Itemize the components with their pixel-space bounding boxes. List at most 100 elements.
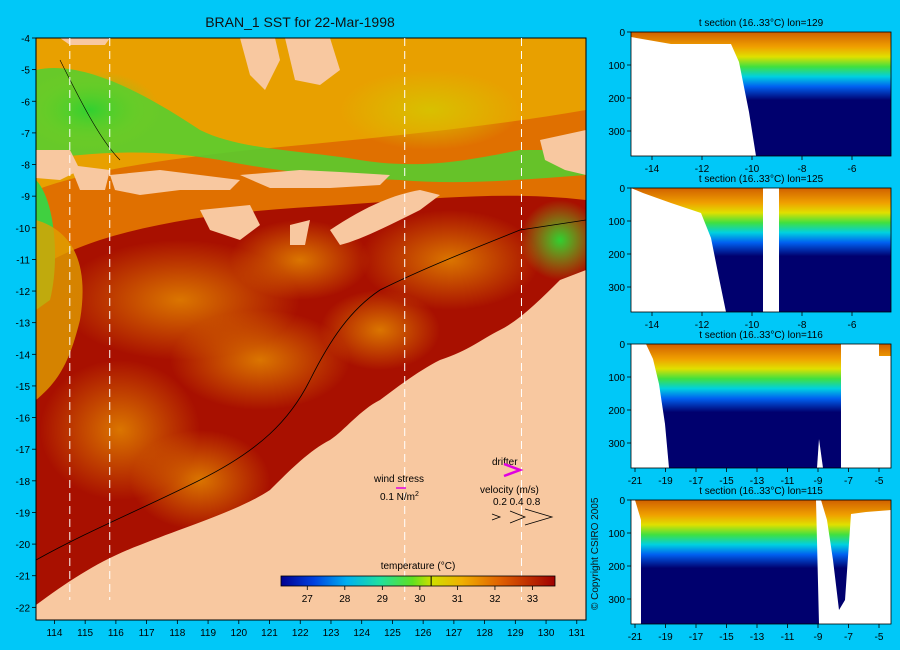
map-x-tick-label: 119	[200, 628, 216, 639]
map-x-axis: 114 115 116 117 118 119 120 121 122 123 124 125 126 1…	[46, 620, 586, 639]
section-y-tick-label: 300	[608, 439, 625, 450]
colorbar-tick-label: 32	[489, 594, 501, 605]
section-x-tick-label: -6	[848, 320, 857, 331]
map-x-tick-label: 116	[108, 628, 124, 639]
map-y-tick-label: -4	[21, 34, 30, 45]
section-y-tick-label: 100	[608, 529, 625, 540]
section-y-tick-label: 200	[608, 406, 625, 417]
section-y-tick-label: 100	[608, 373, 625, 384]
map-y-tick-label: -15	[16, 382, 31, 393]
section-x-tick-label: -7	[844, 476, 853, 487]
section-title: t section (16..33°C) lon=115	[699, 486, 823, 497]
colorbar-tick-label: 31	[452, 594, 464, 605]
map-y-tick-label: -8	[21, 161, 30, 172]
section-x-tick-label: -13	[750, 632, 765, 643]
section-x-tick-label: -10	[745, 320, 760, 331]
drifter-legend: drifter velocity (m/s) 0.2 0.4 0.8	[480, 457, 554, 526]
map-x-tick-label: 120	[230, 628, 247, 639]
map-x-tick-label: 126	[415, 628, 432, 639]
temperature-colorbar: temperature (°C) 27 28 29 30 31 32 33	[280, 561, 556, 605]
section-x-tick-label: -10	[745, 164, 760, 175]
map-y-tick-label: -14	[16, 350, 31, 361]
section-y-tick-label: 300	[608, 127, 625, 138]
section-y-tick-label: 100	[608, 61, 625, 72]
section-x-tick-label: -12	[695, 320, 710, 331]
map-y-tick-label: -16	[16, 414, 31, 425]
map-y-tick-label: -5	[21, 66, 30, 77]
map-y-tick-label: -6	[21, 97, 30, 108]
map-y-tick-label: -7	[21, 129, 30, 140]
svg-text:wind stress: wind stress	[373, 474, 424, 485]
map-y-tick-label: -11	[16, 255, 30, 266]
section-y-tick-label: 0	[619, 184, 625, 195]
map-y-tick-label: -17	[16, 445, 31, 456]
section-x-tick-label: -8	[798, 164, 807, 175]
colorbar-tick-label: 30	[414, 594, 426, 605]
section-x-tick-label: -6	[848, 164, 857, 175]
section-x-tick-label: -15	[719, 632, 734, 643]
section-panel-lon129	[630, 31, 892, 157]
section-x-tick-label: -11	[781, 476, 795, 487]
section-x-tick-label: -17	[689, 632, 704, 643]
copyright: © Copyright CSIRO 2005	[590, 497, 601, 610]
map-x-tick-label: 127	[446, 628, 463, 639]
section-x-tick-label: -21	[628, 632, 643, 643]
australia-land	[36, 270, 586, 620]
section-title: t section (16..33°C) lon=116	[699, 330, 823, 341]
map-x-tick-label: 130	[538, 628, 555, 639]
map-x-tick-label: 121	[261, 628, 278, 639]
section-x-tick-label: -5	[875, 632, 884, 643]
section-y-tick-label: 100	[608, 217, 625, 228]
map-x-tick-label: 122	[292, 628, 309, 639]
svg-text:0.2 0.4 0.8: 0.2 0.4 0.8	[493, 497, 541, 508]
map-y-tick-label: -20	[16, 540, 31, 551]
section-y-tick-label: 200	[608, 562, 625, 573]
section-panel-lon125	[630, 187, 892, 313]
colorbar-tick-label: 28	[339, 594, 351, 605]
map-y-tick-label: -13	[16, 319, 31, 330]
map-y-tick-label: -22	[16, 603, 31, 614]
section-x-tick-label: -8	[798, 320, 807, 331]
section-x-tick-label: -14	[645, 320, 660, 331]
section-panel-lon115	[630, 499, 892, 625]
map-x-tick-label: 123	[323, 628, 340, 639]
section-x-tick-label: -14	[645, 164, 660, 175]
section-y-tick-label: 200	[608, 94, 625, 105]
map-x-tick-label: 124	[353, 628, 370, 639]
map-y-axis: -4 -5 -6 -7 -8 -9 -10 -11 -12 -13 -14 -15 -16 -17 -18 -…	[16, 34, 36, 614]
map-y-tick-label: -21	[16, 572, 31, 583]
section-x-tick-label: -17	[689, 476, 704, 487]
svg-text:velocity (m/s): velocity (m/s)	[480, 485, 539, 496]
wind-stress-legend: wind stress 0.1 N/m2	[373, 474, 424, 503]
section-y-tick-label: 0	[619, 340, 625, 351]
section-x-tick-label: -15	[719, 476, 734, 487]
main-map: 114 115 116 117 118 119 120 121 122 123 124 125 126 1…	[16, 34, 587, 639]
section-x-tick-label: -12	[695, 164, 710, 175]
section-panel-lon116	[630, 343, 892, 469]
map-y-tick-label: -12	[16, 287, 31, 298]
section-y-tick-label: 0	[619, 28, 625, 39]
section-x-tick-label: -11	[781, 632, 795, 643]
section-y-tick-label: 300	[608, 283, 625, 294]
svg-text:0.1 N/m2: 0.1 N/m2	[380, 491, 419, 503]
sst-field	[36, 38, 586, 620]
svg-text:drifter: drifter	[492, 457, 518, 468]
colorbar-tick-label: 29	[377, 594, 389, 605]
colorbar-tick-label: 33	[527, 594, 539, 605]
section-x-tick-label: -13	[750, 476, 765, 487]
section-title: t section (16..33°C) lon=129	[699, 18, 824, 29]
map-x-tick-label: 117	[139, 628, 155, 639]
section-title: t section (16..33°C) lon=125	[699, 174, 824, 185]
section-panels: t section (16..33°C) lon=129 -14 -12 -10 -8 -…	[608, 18, 892, 643]
map-y-tick-label: -9	[21, 192, 30, 203]
map-x-tick-label: 131	[568, 628, 585, 639]
section-lines	[69, 38, 522, 600]
map-x-tick-label: 115	[77, 628, 93, 639]
map-y-tick-label: -18	[16, 477, 31, 488]
colorbar-tick-label: 27	[302, 594, 314, 605]
section-y-tick-label: 200	[608, 250, 625, 261]
drifter-arrow-icon	[503, 462, 524, 478]
section-y-tick-label: 300	[608, 595, 625, 606]
section-y-tick-label: 0	[619, 496, 625, 507]
map-x-tick-label: 118	[169, 628, 185, 639]
